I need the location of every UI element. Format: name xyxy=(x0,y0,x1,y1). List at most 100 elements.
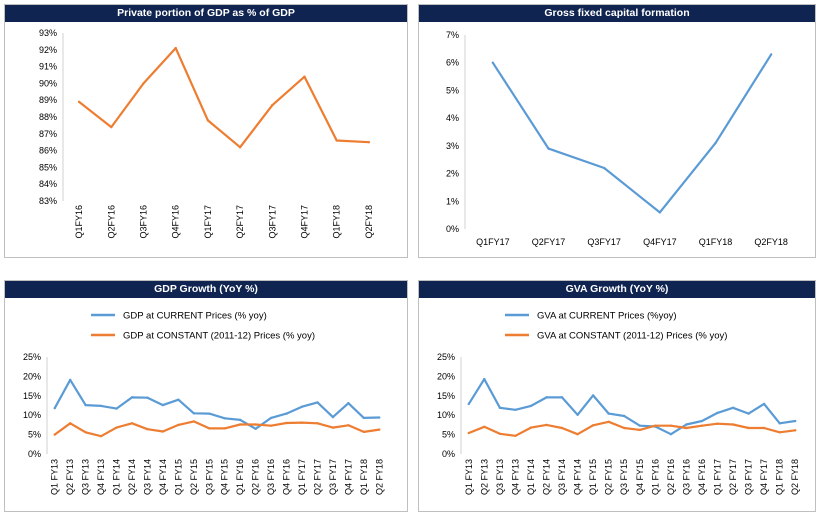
data-point xyxy=(367,141,371,144)
data-point xyxy=(347,401,350,405)
x-tick-label: Q2 FY13 xyxy=(65,459,75,495)
x-tick-label: Q1 FY16 xyxy=(235,459,245,495)
y-tick-label: 89% xyxy=(39,95,57,105)
chart-title: GDP Growth (YoY %) xyxy=(5,281,407,298)
data-point xyxy=(362,416,366,420)
data-point xyxy=(146,427,149,431)
data-point xyxy=(638,428,641,432)
x-tick-label: Q4 FY16 xyxy=(282,459,292,495)
y-tick-label: 10% xyxy=(23,410,41,420)
x-tick-label: Q4 FY15 xyxy=(220,459,230,495)
data-point xyxy=(303,75,306,78)
data-point xyxy=(68,422,72,425)
data-point xyxy=(206,119,210,122)
series-line xyxy=(468,420,796,437)
data-point xyxy=(300,405,304,408)
data-point xyxy=(238,146,242,149)
legend-label: GDP at CURRENT Prices (% yoy) xyxy=(123,311,267,322)
chart-panel-private-gdp: Private portion of GDP as % of GDP 83% 84… xyxy=(4,4,408,258)
y-tick-label: 1% xyxy=(446,196,459,206)
x-tick-label: Q2FY18 xyxy=(754,237,788,247)
x-tick-label: Q3 FY14 xyxy=(142,459,152,495)
data-point xyxy=(238,418,242,422)
data-point xyxy=(269,424,273,427)
data-point xyxy=(335,139,338,142)
data-point xyxy=(778,422,781,425)
x-tick-label: Q3 FY16 xyxy=(266,459,276,495)
data-point xyxy=(161,430,165,433)
x-tick-label: Q3FY16 xyxy=(139,205,149,239)
y-tick-label: 4% xyxy=(446,113,459,123)
data-point xyxy=(769,53,773,56)
y-tick-label: 0% xyxy=(28,449,41,459)
data-point xyxy=(53,433,56,436)
data-point xyxy=(347,424,350,427)
data-point xyxy=(208,412,211,415)
data-point xyxy=(731,423,735,426)
y-tick-label: 84% xyxy=(39,179,57,189)
data-point xyxy=(669,424,673,427)
y-tick-label: 25% xyxy=(437,352,455,362)
y-tick-label: 6% xyxy=(446,58,459,68)
y-tick-label: 91% xyxy=(39,62,57,72)
data-point xyxy=(223,417,226,420)
y-tick-label: 87% xyxy=(39,129,57,139)
y-tick-label: 93% xyxy=(39,28,57,38)
data-point xyxy=(254,427,257,430)
data-point xyxy=(607,412,610,415)
y-tick-label: 3% xyxy=(446,141,459,151)
chart-title: GVA Growth (YoY %) xyxy=(419,281,815,298)
chart-panel-gdp-growth: GDP Growth (YoY %) 0% 5% 10% 15% 20% 25% Q1 FY… xyxy=(4,280,408,512)
x-tick-label: Q2 FY17 xyxy=(312,459,322,495)
data-point xyxy=(192,412,196,415)
x-tick-label: Q2 FY16 xyxy=(666,459,676,495)
data-point xyxy=(174,46,177,50)
data-point xyxy=(623,414,626,418)
data-point xyxy=(84,431,87,434)
data-point xyxy=(115,426,118,429)
data-point xyxy=(300,421,304,424)
data-point xyxy=(658,211,662,214)
data-point xyxy=(714,141,717,145)
series-line xyxy=(491,53,773,214)
x-tick-label: Q2 FY14 xyxy=(127,459,137,495)
data-point xyxy=(498,432,502,436)
y-tick-label: 2% xyxy=(446,169,459,179)
x-tick-label: Q4 FY16 xyxy=(697,459,707,495)
data-point xyxy=(685,426,688,430)
y-tick-label: 0% xyxy=(442,449,455,459)
data-point xyxy=(142,82,145,85)
data-point xyxy=(700,419,704,423)
x-tick-label: Q2FY16 xyxy=(106,205,116,239)
x-tick-label: Q1 FY15 xyxy=(588,459,598,495)
data-point xyxy=(223,427,226,430)
y-tick-label: 25% xyxy=(23,352,41,362)
data-point xyxy=(560,426,564,430)
x-tick-label: Q2 FY18 xyxy=(790,459,800,495)
data-point xyxy=(483,425,486,429)
x-tick-label: Q3 FY17 xyxy=(744,459,754,495)
series-line xyxy=(53,378,380,430)
x-tick-label: Q4 FY14 xyxy=(158,459,168,495)
x-tick-label: Q1 FY18 xyxy=(775,459,785,495)
x-tick-label: Q3 FY15 xyxy=(204,459,214,495)
series-line xyxy=(78,46,369,149)
x-tick-label: Q1FY17 xyxy=(476,237,510,247)
x-tick-label: Q4 FY13 xyxy=(96,459,106,495)
chart-title: Gross fixed capital formation xyxy=(419,5,815,22)
data-point xyxy=(591,424,595,427)
data-point xyxy=(545,396,548,399)
chart-title: Private portion of GDP as % of GDP xyxy=(5,5,407,22)
data-point xyxy=(285,421,288,425)
data-point xyxy=(623,426,626,430)
x-tick-label: Q3FY17 xyxy=(587,237,621,247)
data-point xyxy=(591,394,595,397)
data-point xyxy=(483,377,486,381)
data-point xyxy=(545,423,548,427)
data-point xyxy=(654,424,657,427)
y-tick-label: 86% xyxy=(39,146,57,156)
data-point xyxy=(638,424,641,427)
x-tick-label: Q1FY18 xyxy=(332,205,342,239)
x-tick-label: Q3 FY14 xyxy=(557,459,567,495)
x-tick-label: Q1 FY14 xyxy=(526,459,536,495)
